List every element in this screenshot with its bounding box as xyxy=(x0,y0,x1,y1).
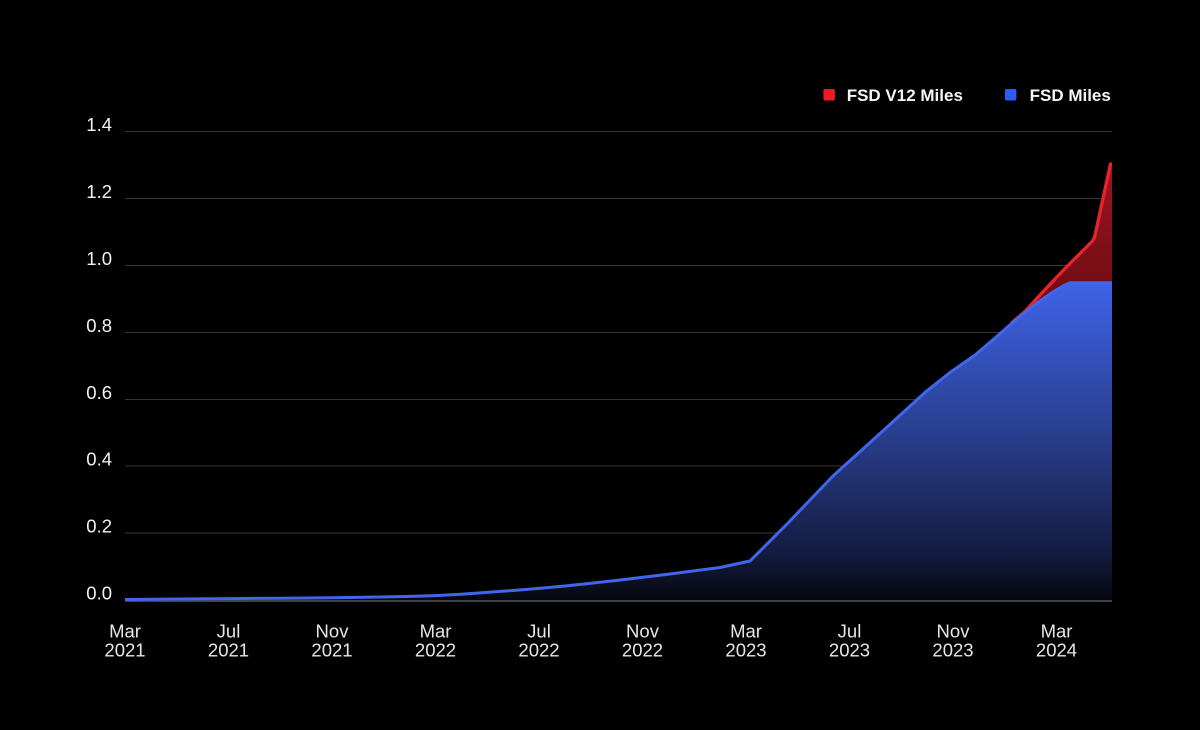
svg-text:2022: 2022 xyxy=(518,640,559,661)
svg-text:2021: 2021 xyxy=(311,640,352,661)
svg-text:2023: 2023 xyxy=(829,640,870,661)
svg-text:FSD V12 Miles: FSD V12 Miles xyxy=(847,86,963,105)
svg-text:2022: 2022 xyxy=(622,640,663,661)
svg-text:Jul: Jul xyxy=(217,621,241,642)
svg-text:Nov: Nov xyxy=(316,621,350,642)
svg-text:2021: 2021 xyxy=(208,640,249,661)
svg-text:2023: 2023 xyxy=(725,640,766,661)
svg-text:Mar: Mar xyxy=(1041,621,1073,642)
svg-text:0.4: 0.4 xyxy=(86,449,112,470)
svg-text:FSD Miles: FSD Miles xyxy=(1030,86,1111,105)
svg-text:1.0: 1.0 xyxy=(86,248,112,269)
svg-text:Mar: Mar xyxy=(730,621,762,642)
svg-text:Nov: Nov xyxy=(937,621,971,642)
svg-text:0.8: 0.8 xyxy=(86,315,112,336)
svg-text:1.4: 1.4 xyxy=(86,114,112,135)
svg-text:2022: 2022 xyxy=(415,640,456,661)
svg-text:Jul: Jul xyxy=(838,621,862,642)
svg-text:Mar: Mar xyxy=(109,621,141,642)
svg-text:2024: 2024 xyxy=(1036,640,1077,661)
svg-text:Jul: Jul xyxy=(527,621,551,642)
svg-text:0.2: 0.2 xyxy=(86,516,112,537)
svg-text:Mar: Mar xyxy=(420,621,452,642)
svg-text:0.6: 0.6 xyxy=(86,382,112,403)
svg-text:2023: 2023 xyxy=(932,640,973,661)
svg-text:Nov: Nov xyxy=(626,621,660,642)
svg-text:1.2: 1.2 xyxy=(86,181,112,202)
svg-text:2021: 2021 xyxy=(104,640,145,661)
svg-text:0.0: 0.0 xyxy=(86,583,112,604)
